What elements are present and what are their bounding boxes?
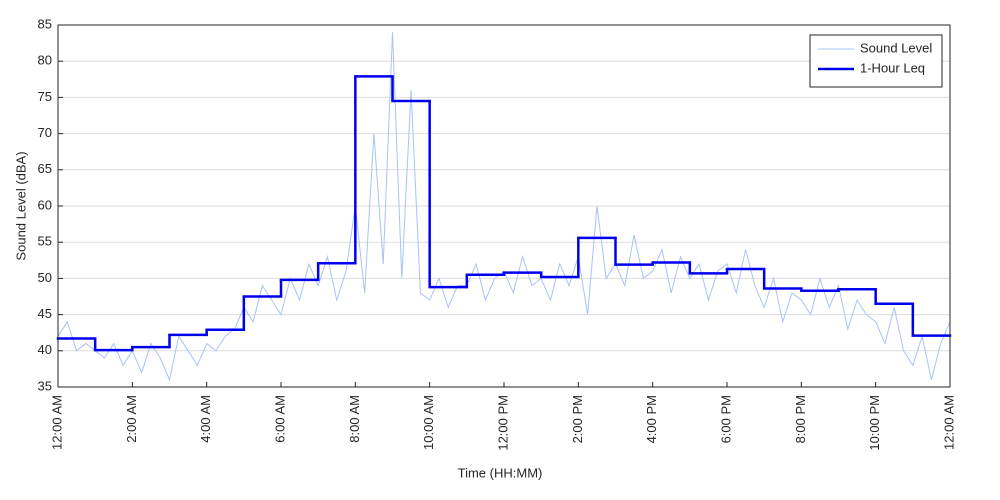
x-tick-label: 4:00 PM — [644, 395, 659, 443]
y-tick-label: 85 — [38, 16, 52, 31]
y-tick-label: 55 — [38, 234, 52, 249]
y-tick-label: 40 — [38, 342, 52, 357]
y-tick-label: 60 — [38, 197, 52, 212]
legend-label: 1-Hour Leq — [860, 60, 925, 75]
x-tick-label: 6:00 PM — [718, 395, 733, 443]
y-tick-label: 45 — [38, 306, 52, 321]
x-tick-label: 2:00 PM — [570, 395, 585, 443]
series-line — [57, 32, 951, 382]
x-tick-label: 6:00 AM — [272, 395, 287, 443]
x-tick-label: 10:00 AM — [421, 395, 436, 450]
y-tick-label: 70 — [38, 125, 52, 140]
x-tick-label: 12:00 AM — [941, 395, 956, 450]
y-tick-label: 50 — [38, 270, 52, 285]
y-tick-label: 65 — [38, 161, 52, 176]
plot-frame — [57, 24, 951, 388]
x-axis-label: Time (HH:MM) — [458, 465, 543, 480]
x-tick-label: 8:00 PM — [793, 395, 808, 443]
y-tick-label: 35 — [38, 378, 52, 393]
x-tick-label: 12:00 AM — [49, 395, 64, 450]
legend-box — [809, 34, 943, 88]
x-tick-label: 4:00 AM — [198, 395, 213, 443]
y-tick-label: 80 — [38, 53, 52, 68]
x-tick-label: 2:00 AM — [124, 395, 139, 443]
x-tick-label: 10:00 PM — [867, 395, 882, 451]
y-axis-label: Sound Level (dBA) — [13, 151, 28, 260]
legend-label: Sound Level — [860, 40, 932, 55]
x-tick-label: 8:00 AM — [347, 395, 362, 443]
y-tick-label: 75 — [38, 89, 52, 104]
x-tick-label: 12:00 PM — [495, 395, 510, 451]
